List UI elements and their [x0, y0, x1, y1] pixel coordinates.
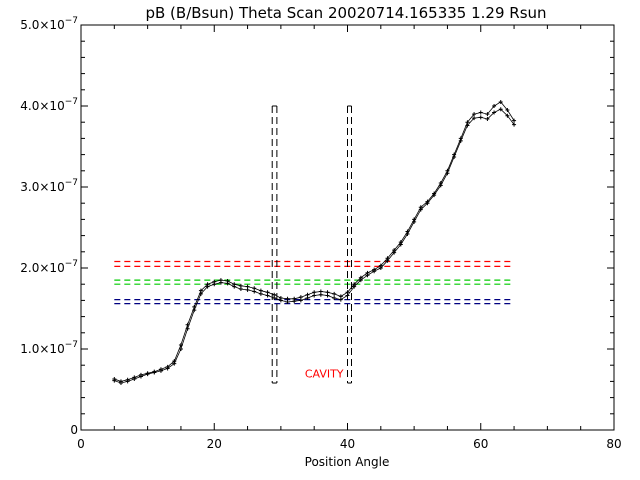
- series-0-point: [472, 112, 477, 117]
- series-1-point: [425, 201, 430, 206]
- series-1-point: [392, 250, 397, 255]
- series-1-point: [285, 300, 290, 305]
- vertical-boxes: [271, 105, 352, 384]
- series-1-point: [158, 368, 163, 373]
- series-1-point: [292, 299, 297, 304]
- series-1-point: [298, 298, 303, 303]
- series-1-point: [398, 242, 403, 247]
- series-1-point: [252, 289, 257, 294]
- series-1-point: [478, 115, 483, 120]
- annotations: CAVITY: [305, 367, 344, 380]
- y-tick-label: 4.0×10−7: [20, 97, 78, 113]
- series-0-point: [498, 99, 503, 104]
- series-1-point: [132, 376, 137, 381]
- series-1-point: [178, 347, 183, 351]
- x-tick-label: 0: [77, 437, 85, 451]
- series-1-point: [378, 266, 383, 270]
- series-1-point: [418, 207, 423, 212]
- x-tick-label: 20: [207, 437, 222, 451]
- series-1-point: [445, 171, 450, 176]
- series-1-point: [412, 219, 417, 224]
- series-1-point: [112, 378, 117, 383]
- y-tick-label: 1.0×10−7: [20, 340, 78, 356]
- chart-title: pB (B/Bsun) Theta Scan 20020714.165335 1…: [145, 4, 546, 22]
- series-0-point: [492, 104, 497, 108]
- x-axis-label: Position Angle: [305, 455, 390, 469]
- series-1-point: [385, 258, 390, 263]
- series-1-point: [138, 374, 143, 379]
- series-1-point: [485, 116, 490, 121]
- series-0-point: [512, 118, 517, 123]
- annotation-label: CAVITY: [305, 367, 344, 380]
- series-1-point: [212, 282, 217, 287]
- series-1-point: [365, 273, 370, 278]
- series-1-point: [185, 326, 190, 331]
- series-1-point: [225, 281, 230, 286]
- series-1-point: [352, 284, 357, 289]
- series-1-point: [305, 295, 310, 300]
- x-tick-label: 80: [606, 437, 621, 451]
- series-1-point: [318, 292, 323, 297]
- series-0-point: [478, 110, 483, 115]
- data-series-group: [112, 99, 517, 386]
- series-1-point: [278, 298, 283, 303]
- series-1-point: [492, 110, 497, 115]
- series-1-point: [358, 278, 363, 283]
- series-0-point: [332, 291, 337, 296]
- series-1-point: [152, 370, 157, 375]
- series-1-point: [125, 379, 130, 384]
- series-1-point: [198, 291, 203, 296]
- series-1-point: [192, 308, 197, 313]
- series-1-point: [172, 361, 177, 366]
- y-tick-label: 3.0×10−7: [20, 178, 78, 194]
- series-1-point: [498, 107, 503, 112]
- series-1-point: [245, 287, 250, 292]
- series-1-point: [458, 138, 463, 143]
- series-1-point: [232, 284, 237, 289]
- x-tick-label: 60: [473, 437, 488, 451]
- axes: 0 20 40 60 80 0 1.0×10−7 2.0×10−7 3.0×10−7 4.0×10…: [20, 16, 621, 451]
- series-0-point: [485, 112, 490, 117]
- series-1-point: [512, 122, 517, 127]
- series-1-point: [338, 297, 343, 302]
- series-1-point: [405, 231, 410, 236]
- series-1-point: [345, 293, 350, 298]
- series-1-point: [312, 293, 317, 298]
- series-1-point: [265, 293, 270, 298]
- series-1-point: [272, 295, 277, 300]
- series-0-point: [505, 108, 510, 113]
- y-tick-label: 2.0×10−7: [20, 259, 78, 275]
- series-1-point: [118, 381, 123, 386]
- series-1-point: [145, 372, 150, 377]
- x-tick-label: 40: [340, 437, 355, 451]
- series-1-point: [438, 183, 443, 188]
- series-1-point: [165, 366, 170, 371]
- reference-lines: [114, 260, 515, 305]
- y-tick-label: 5.0×10−7: [20, 16, 78, 32]
- series-1-point: [465, 123, 470, 128]
- series-1-point: [238, 287, 243, 292]
- series-1-point: [205, 284, 210, 289]
- series-1-point: [452, 155, 457, 160]
- series-1-point: [325, 293, 330, 298]
- series-1-point: [258, 291, 263, 296]
- series-1-point: [372, 269, 377, 274]
- series-1-point: [472, 116, 477, 121]
- y-tick-label: 0: [70, 423, 78, 437]
- series-1-point: [432, 193, 437, 198]
- series-1-point: [505, 113, 510, 118]
- series-1-point: [332, 295, 337, 300]
- series-1-point: [218, 280, 223, 285]
